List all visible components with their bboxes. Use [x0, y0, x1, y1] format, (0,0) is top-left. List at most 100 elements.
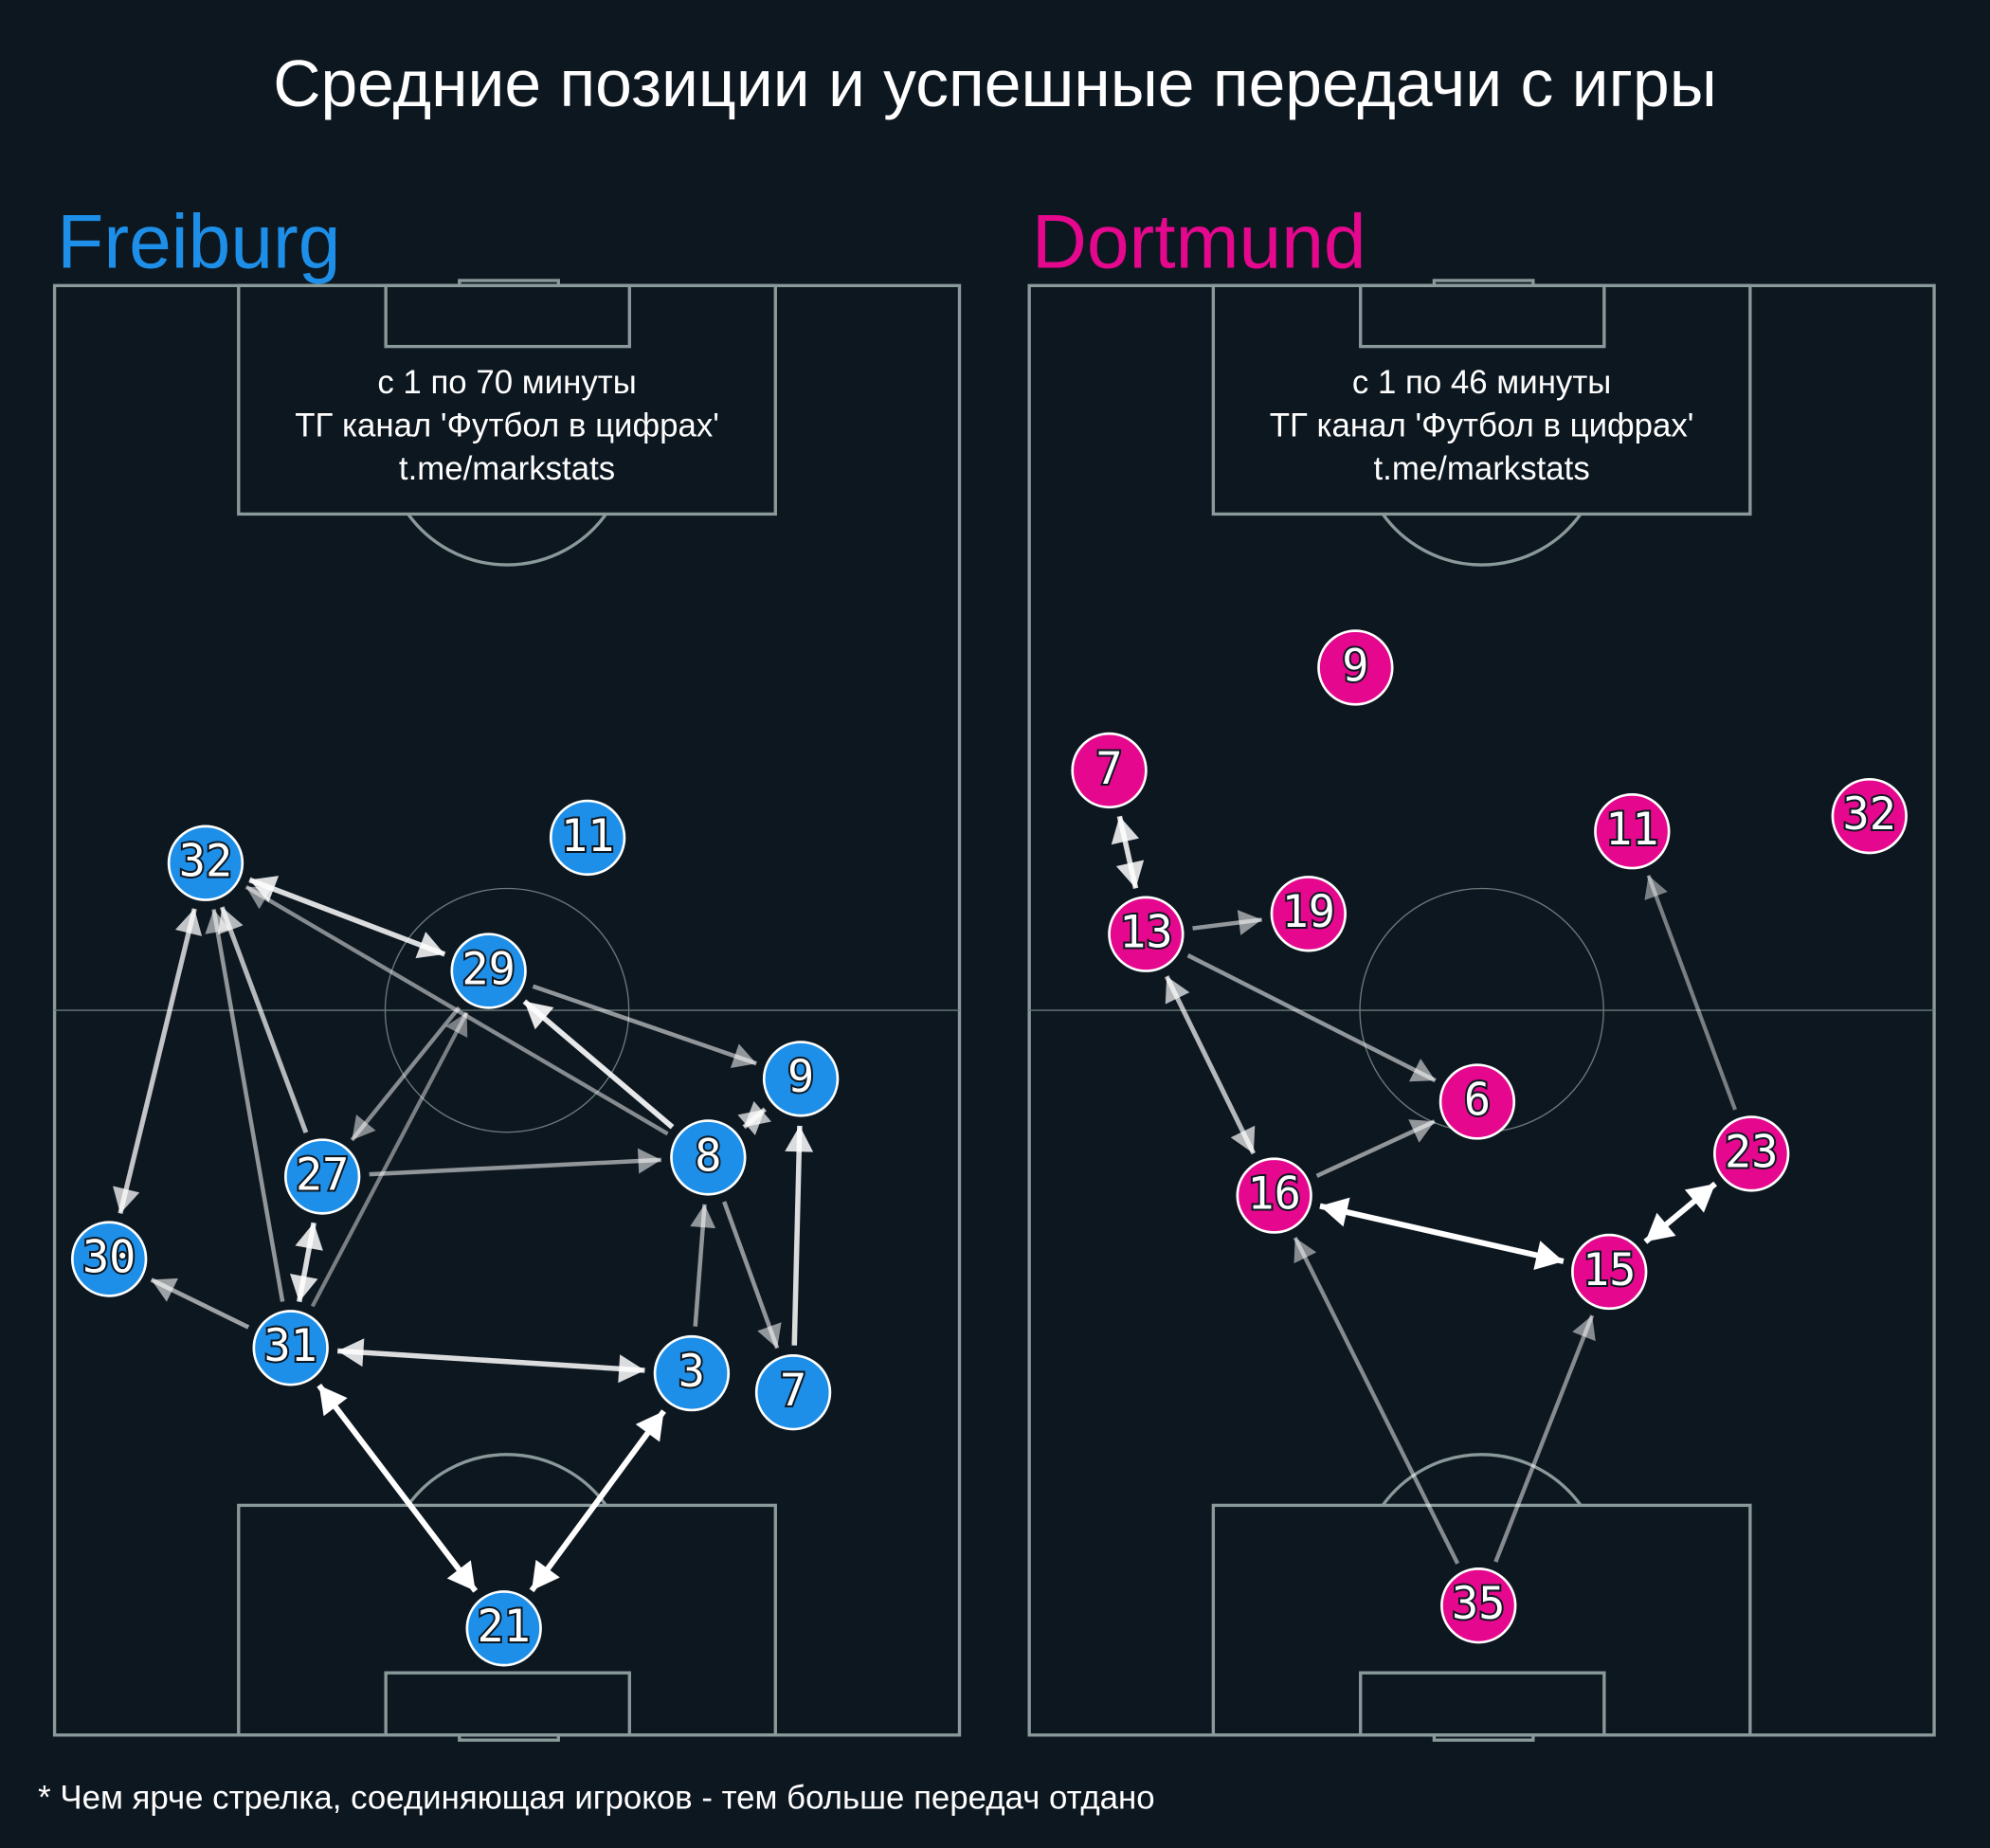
penalty-arc [407, 1453, 607, 1507]
pass-arrow [722, 1201, 780, 1350]
player-number: 11 [1605, 804, 1658, 856]
pass-arrow [350, 1006, 461, 1142]
arrow-head [1294, 1237, 1317, 1264]
player-number: 32 [179, 836, 232, 888]
player-node [1438, 1063, 1516, 1140]
penalty-arc [1381, 1453, 1583, 1507]
arrow-head [289, 1274, 318, 1302]
centre-circle [384, 887, 630, 1133]
pass-arrow [1186, 953, 1437, 1083]
arrow-head [1572, 1315, 1596, 1342]
player-number: 35 [1452, 1578, 1505, 1630]
arrow-head [532, 1559, 560, 1591]
arrow-head [637, 1148, 661, 1174]
arrow-head [446, 1560, 476, 1591]
player-number: 31 [263, 1320, 317, 1372]
player-node [1713, 1115, 1790, 1192]
pass-arrow [118, 908, 197, 1215]
player-number: 9 [787, 1051, 814, 1103]
pass-arrow [1164, 975, 1257, 1155]
arrow-head [205, 909, 230, 934]
player-node [71, 1221, 148, 1297]
pass-arrow [791, 1125, 803, 1346]
player-number: 21 [477, 1601, 530, 1653]
arrow-head [1408, 1059, 1436, 1082]
player-node [465, 1590, 542, 1667]
arrow-head [318, 1385, 348, 1417]
player-node [283, 1138, 361, 1215]
note: ТГ канал 'Футбол в цифрах' [1270, 408, 1694, 444]
player-number: 19 [1282, 886, 1335, 938]
arrow-head [295, 1223, 323, 1251]
arrow-head [524, 1001, 554, 1030]
player-number: 27 [296, 1149, 349, 1201]
player-number: 7 [780, 1365, 806, 1417]
note: ТГ канал 'Футбол в цифрах' [295, 408, 719, 444]
arrow-head [174, 908, 203, 936]
title: Средние позиции и успешные передачи с иг… [273, 46, 1717, 120]
player-node [167, 824, 244, 901]
pass-arrow [522, 999, 675, 1130]
footnote: * Чем ярче стрелка, соединяющая игроков … [38, 1779, 1154, 1816]
player-node [1236, 1157, 1312, 1234]
arrow-head [690, 1204, 716, 1229]
player-node [1317, 629, 1394, 706]
pass-arrow [1646, 874, 1737, 1111]
goal [458, 1733, 560, 1742]
arrow-head [1645, 1212, 1676, 1242]
arrow-head [352, 1114, 376, 1140]
note: с 1 по 46 минуты [1352, 364, 1611, 401]
arrow-head [1408, 1119, 1435, 1143]
arrow-head [1165, 976, 1190, 1005]
pass-arrow [211, 909, 285, 1302]
player-number: 3 [678, 1346, 705, 1398]
arrow-head [785, 1125, 814, 1152]
player-node [1571, 1233, 1648, 1311]
player-node [1440, 1567, 1517, 1644]
team-name: Dortmund [1032, 199, 1366, 284]
team-panel: Freiburg с 1 по 70 минуты ТГ канал 'Футбол… [52, 199, 962, 1742]
note: t.me/markstats [399, 450, 615, 487]
arrow-head [1111, 816, 1140, 845]
player-node [1108, 896, 1185, 972]
player-number: 23 [1725, 1126, 1778, 1178]
arrow-head [1319, 1197, 1350, 1227]
pass-arrow [219, 906, 309, 1133]
player-node [762, 1041, 840, 1117]
goal [1432, 279, 1535, 288]
player-number: 29 [461, 943, 515, 995]
arrow-head [618, 1354, 645, 1384]
arrow-head [1237, 910, 1262, 935]
arrow-head [1684, 1184, 1716, 1213]
arrow-head [151, 1277, 178, 1302]
player-node [549, 799, 626, 877]
pass-arrow [310, 1011, 469, 1308]
player-number: 7 [1095, 743, 1122, 795]
player-number: 13 [1119, 907, 1172, 959]
player-number: 16 [1247, 1168, 1300, 1220]
pass-arrow [369, 1157, 661, 1177]
player-node [754, 1354, 832, 1431]
arrow-head [1230, 1125, 1256, 1154]
player-node [1270, 876, 1347, 952]
penalty-arc [1381, 513, 1583, 567]
goal [1432, 1733, 1535, 1742]
arrow-head [757, 1322, 782, 1349]
arrow-head [1644, 875, 1668, 901]
arrow-head [730, 1043, 757, 1069]
player-number: 6 [1464, 1074, 1491, 1126]
pass-arrow [336, 1348, 645, 1373]
penalty-arc [407, 513, 607, 567]
player-number: 8 [695, 1130, 721, 1182]
player-node [450, 933, 527, 1009]
goal [458, 279, 560, 288]
pass-arrow [317, 1383, 479, 1593]
pass-arrow [529, 1409, 666, 1593]
arrow-head [113, 1186, 140, 1214]
note: t.me/markstats [1373, 450, 1589, 487]
player-number: 32 [1843, 788, 1896, 841]
player-node [252, 1310, 329, 1386]
